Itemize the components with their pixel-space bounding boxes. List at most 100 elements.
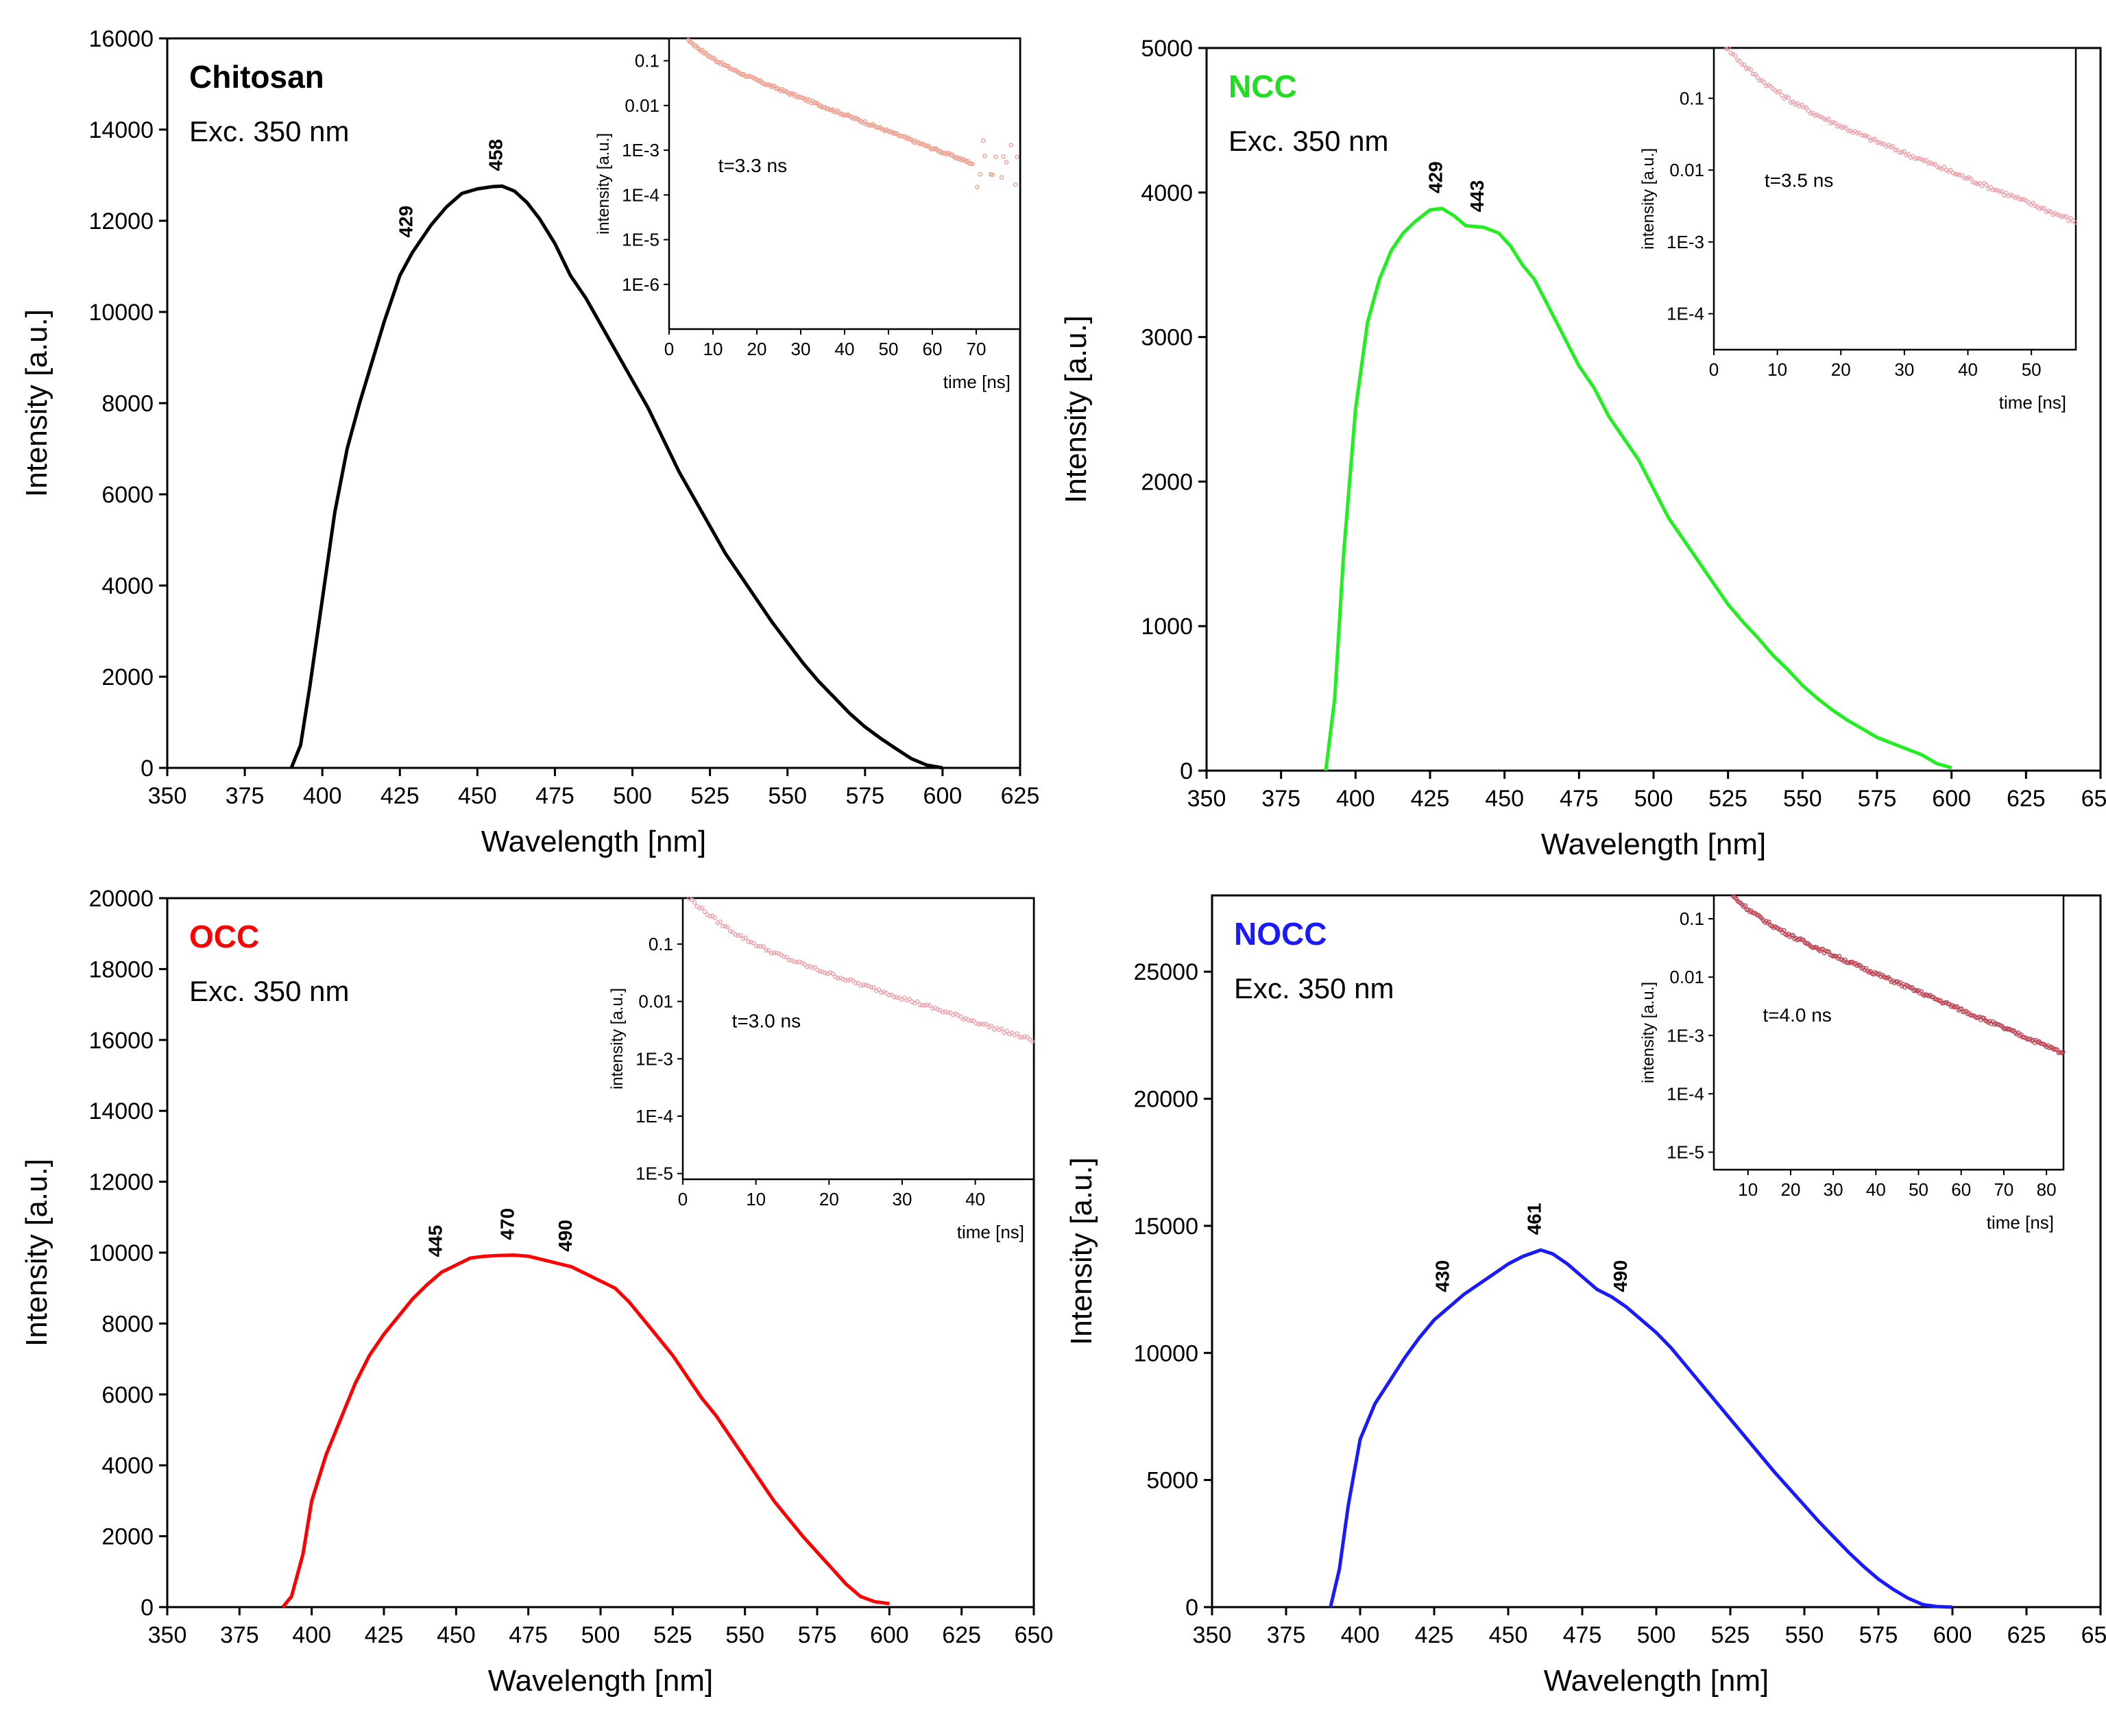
inset-frame [668, 37, 1021, 330]
decay-point [1789, 932, 1794, 938]
decay-point [930, 1006, 935, 1011]
inset-y-tick-label: 0.01 [1669, 160, 1704, 180]
inset-y-tick-label: 1E-4 [636, 1106, 673, 1126]
decay-point [1843, 125, 1849, 131]
y-tick-label: 0 [1185, 1595, 1198, 1621]
inset-x-axis-label: time [ns] [1999, 392, 2066, 413]
inset-x-tick-label: 30 [791, 339, 811, 359]
y-tick-label: 18000 [88, 956, 154, 982]
decay-point [1915, 156, 1920, 161]
inset-x-tick-label: 50 [879, 339, 899, 359]
decay-point [810, 965, 815, 970]
decay-point [2013, 195, 2018, 200]
decay-point [1744, 907, 1750, 913]
x-tick-label: 575 [1858, 786, 1897, 812]
inset-y-tick-label: 0.01 [625, 95, 659, 116]
x-tick-label: 375 [220, 1622, 259, 1648]
decay-point [1824, 117, 1829, 123]
decay-point [690, 897, 694, 902]
x-tick-label: 400 [303, 783, 342, 809]
x-tick-label: 475 [535, 783, 574, 809]
y-tick-label: 20000 [88, 886, 154, 912]
decay-point [736, 933, 740, 938]
inset-annotation: t=3.3 ns [718, 155, 787, 176]
decay-point [728, 929, 733, 934]
x-tick-label: 625 [2007, 1622, 2046, 1648]
chart-panel-ncc: 3503754004254504755005255505756006256500… [1059, 36, 2106, 861]
decay-point [761, 944, 766, 950]
decay-point [1879, 141, 1885, 146]
decay-point [2017, 197, 2022, 202]
decay-point [1872, 136, 1878, 141]
inset-y-tick-label: 1E-5 [622, 230, 659, 250]
decay-point [1897, 150, 1902, 155]
inset-y-tick-label: 1E-4 [1667, 1083, 1704, 1104]
decay-point [2055, 212, 2060, 217]
decay-point [1911, 154, 1915, 159]
decay-point [1929, 994, 1935, 1000]
decay-point [2019, 197, 2024, 202]
decay-point [1788, 100, 1793, 105]
decay-point [1004, 160, 1009, 165]
y-tick-label: 5000 [1141, 36, 1193, 62]
decay-point [2008, 192, 2013, 197]
inset-x-tick-label: 20 [1831, 359, 1851, 380]
inset-y-tick-label: 1E-3 [636, 1048, 673, 1069]
decay-point [1893, 147, 1898, 152]
decay-point [784, 954, 789, 960]
decay-point [771, 950, 777, 955]
decay-point [901, 996, 907, 1000]
decay-point [976, 1022, 981, 1027]
x-axis-label: Wavelength [nm] [481, 825, 707, 858]
decay-point [756, 943, 761, 949]
decay-point [1826, 117, 1831, 121]
decay-point [1723, 47, 1729, 51]
decay-point [984, 1022, 989, 1026]
decay-point [851, 978, 856, 983]
x-tick-label: 650 [1015, 1622, 1054, 1648]
decay-point [2061, 1050, 2066, 1054]
inset-x-tick-label: 70 [967, 339, 987, 359]
chart-subtitle: Exc. 350 nm [1234, 972, 1394, 1004]
decay-point [2046, 208, 2051, 214]
decay-point [1777, 88, 1782, 94]
chart-panel-occ: 350 375 400 425 450 475 500 525 550 575 600 625 6500… [20, 886, 1053, 1698]
decay-point [1748, 67, 1753, 72]
x-tick-label: 550 [725, 1622, 764, 1648]
inset-x-tick-label: 10 [1767, 359, 1787, 380]
decay-point [723, 924, 728, 929]
decay-point [1968, 176, 1973, 181]
decay-point [2040, 205, 2044, 210]
decay-point [1828, 121, 1833, 125]
inset-x-tick-label: 0 [1709, 359, 1719, 380]
decay-point [1795, 101, 1800, 106]
decay-point [1846, 128, 1851, 134]
inset-y-axis-label: intensity [a.u.] [1639, 982, 1658, 1083]
inset-x-tick-label: 0 [678, 1189, 688, 1209]
decay-point [892, 994, 897, 1000]
chart-title: NCC [1228, 69, 1297, 104]
peak-label: 445 [424, 1225, 446, 1257]
decay-point [1988, 184, 1994, 190]
decay-point [1786, 95, 1791, 100]
decay-point [740, 936, 746, 941]
peak-label: 429 [1425, 161, 1446, 193]
y-tick-label: 4000 [1141, 180, 1193, 206]
peak-label: 470 [497, 1208, 518, 1240]
inset-annotation: t=3.0 ns [732, 1011, 801, 1032]
decay-point [2061, 213, 2067, 219]
decay-point [980, 138, 986, 143]
x-tick-label: 350 [148, 1622, 187, 1648]
decay-point [958, 1014, 963, 1020]
peak-label: 461 [1524, 1203, 1545, 1235]
x-tick-label: 475 [509, 1622, 548, 1648]
decay-point [879, 990, 884, 995]
decay-point [973, 1020, 978, 1026]
decay-point [1999, 189, 2005, 194]
inset-x-axis-label: time [ns] [943, 372, 1010, 392]
decay-point [1757, 78, 1762, 83]
decay-point [1732, 53, 1738, 58]
decay-point [1001, 154, 1006, 159]
decay-point [786, 957, 792, 963]
inset-frame [681, 897, 1035, 1181]
